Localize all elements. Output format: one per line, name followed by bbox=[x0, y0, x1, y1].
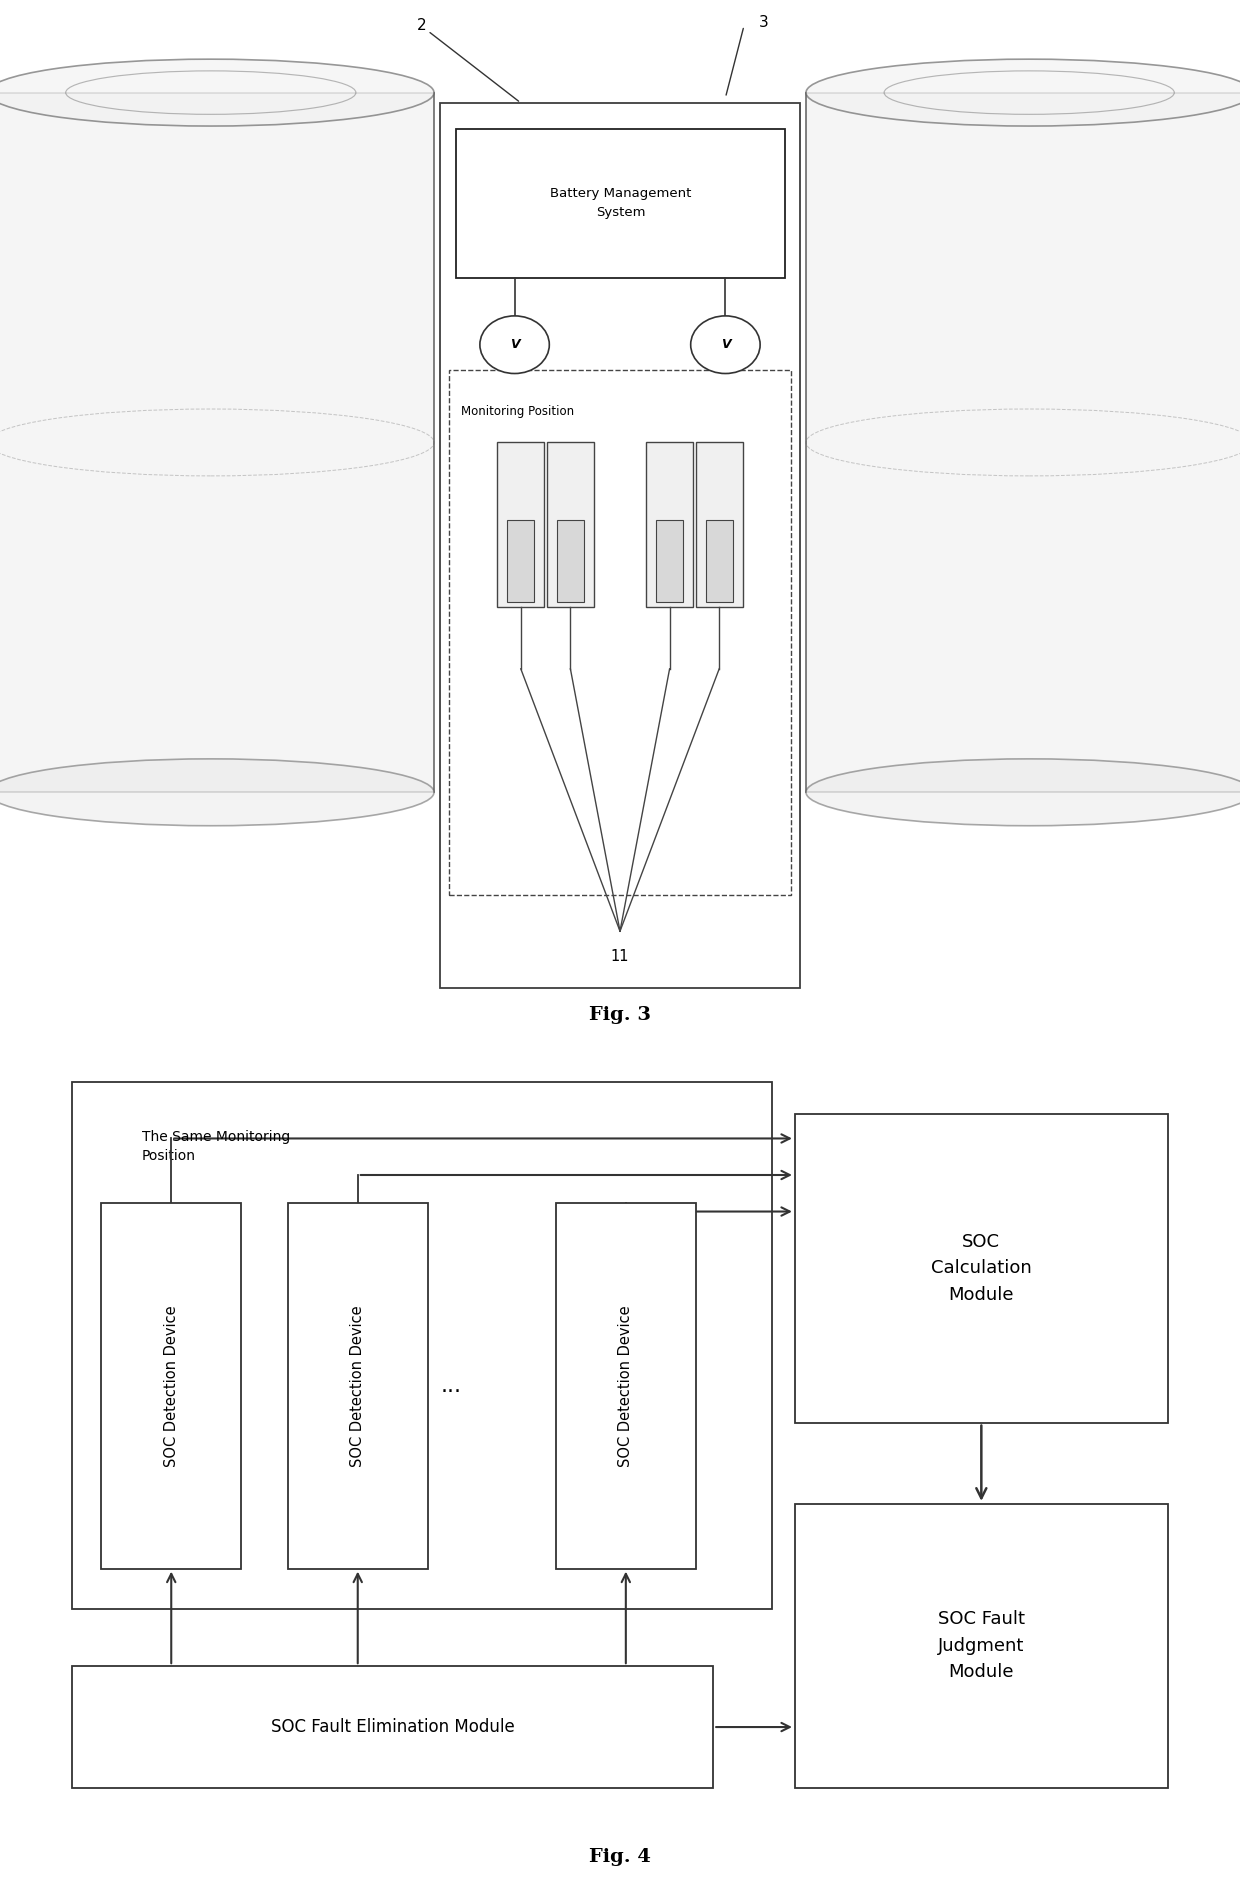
Bar bbox=[795, 1114, 1168, 1424]
Text: SOC Fault Elimination Module: SOC Fault Elimination Module bbox=[270, 1718, 515, 1737]
Ellipse shape bbox=[0, 759, 434, 825]
Text: SOC Detection Device: SOC Detection Device bbox=[350, 1305, 366, 1467]
Ellipse shape bbox=[806, 59, 1240, 126]
Bar bbox=[102, 1203, 241, 1569]
Bar bbox=[0, 93, 434, 793]
Bar bbox=[497, 442, 544, 608]
Bar bbox=[507, 519, 534, 602]
Bar bbox=[806, 93, 1240, 793]
Bar bbox=[288, 1203, 428, 1569]
Bar bbox=[440, 102, 800, 987]
Bar bbox=[557, 519, 584, 602]
Circle shape bbox=[480, 315, 549, 374]
Text: Fig. 3: Fig. 3 bbox=[589, 1006, 651, 1023]
Bar bbox=[72, 1665, 713, 1788]
Text: 3: 3 bbox=[759, 15, 769, 30]
Text: 11: 11 bbox=[611, 950, 629, 965]
Bar bbox=[696, 442, 743, 608]
Text: Battery Management
System: Battery Management System bbox=[549, 187, 692, 219]
Text: Monitoring Position: Monitoring Position bbox=[461, 406, 574, 417]
Text: SOC Detection Device: SOC Detection Device bbox=[164, 1305, 179, 1467]
Text: The Same Monitoring
Position: The Same Monitoring Position bbox=[143, 1131, 290, 1163]
Text: SOC
Calculation
Module: SOC Calculation Module bbox=[931, 1233, 1032, 1305]
Ellipse shape bbox=[0, 59, 434, 126]
Bar bbox=[456, 128, 785, 278]
Bar bbox=[449, 370, 791, 895]
Bar bbox=[556, 1203, 696, 1569]
Bar bbox=[72, 1082, 771, 1609]
Circle shape bbox=[691, 315, 760, 374]
Text: Fig. 4: Fig. 4 bbox=[589, 1848, 651, 1865]
Text: ...: ... bbox=[440, 1376, 461, 1395]
Text: 2: 2 bbox=[417, 19, 427, 34]
Bar bbox=[795, 1503, 1168, 1788]
Bar bbox=[706, 519, 733, 602]
Bar bbox=[547, 442, 594, 608]
Text: V: V bbox=[510, 338, 520, 351]
Bar bbox=[656, 519, 683, 602]
Text: SOC Detection Device: SOC Detection Device bbox=[619, 1305, 634, 1467]
Text: SOC Fault
Judgment
Module: SOC Fault Judgment Module bbox=[937, 1610, 1024, 1680]
Ellipse shape bbox=[806, 759, 1240, 825]
Text: V: V bbox=[720, 338, 730, 351]
Bar bbox=[646, 442, 693, 608]
